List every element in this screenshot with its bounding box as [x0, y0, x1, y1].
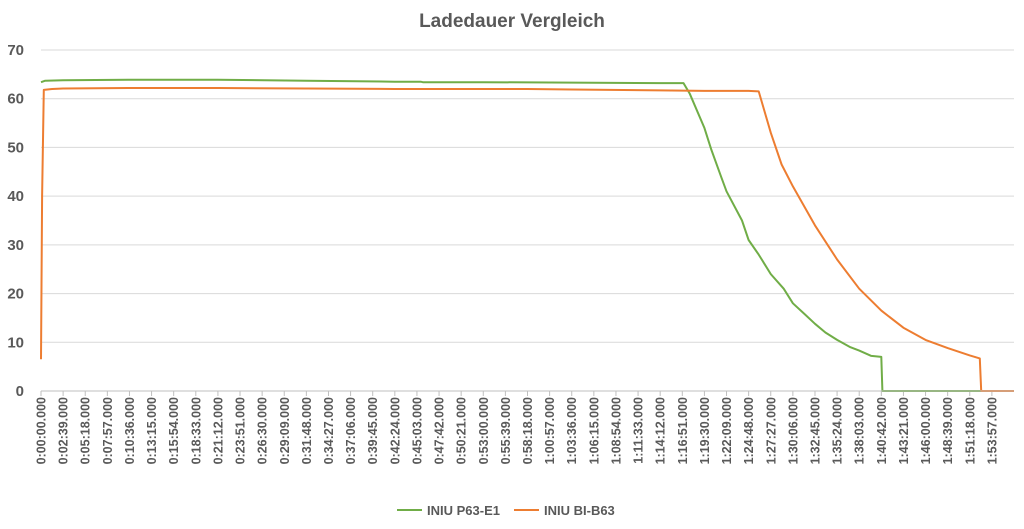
x-tick-label: 1:14:12.000 — [654, 397, 668, 464]
y-tick-label: 20 — [7, 286, 24, 303]
x-tick-label: 1:03:36.000 — [565, 397, 579, 464]
x-tick-label: 1:27:27.000 — [764, 397, 778, 464]
x-tick-label: 1:00:57.000 — [543, 397, 557, 464]
x-tick-label: 1:24:48.000 — [742, 397, 756, 464]
x-tick-label: 0:26:30.000 — [256, 397, 270, 464]
series-line-1 — [40, 78, 992, 392]
x-tick-label: 1:38:03.000 — [853, 397, 867, 464]
x-tick-label: 0:13:15.000 — [145, 397, 159, 464]
x-tick-label: 0:34:27.000 — [322, 397, 336, 464]
x-tick-label: 1:06:15.000 — [587, 397, 601, 464]
x-tick-label: 0:37:06.000 — [344, 397, 358, 464]
x-tick-label: 0:39:45.000 — [366, 397, 380, 464]
x-tick-label: 0:31:48.000 — [300, 397, 314, 464]
chart-title: Ladedauer Vergleich — [419, 11, 605, 32]
x-tick-label: 0:45:03.000 — [410, 397, 424, 464]
x-tick-label: 0:23:51.000 — [234, 397, 248, 464]
x-tick-label: 0:42:24.000 — [388, 397, 402, 464]
x-tick-label: 1:22:09.000 — [720, 397, 734, 464]
x-tick-label: 1:35:24.000 — [831, 397, 845, 464]
x-tick-label: 0:15:54.000 — [167, 397, 181, 464]
y-tick-label: 0 — [16, 383, 24, 400]
x-tick-label: 1:43:21.000 — [897, 397, 911, 464]
x-tick-label: 0:00:00.000 — [35, 397, 49, 464]
series-line-2 — [40, 87, 1014, 392]
x-tick-label: 1:16:51.000 — [676, 397, 690, 464]
x-tick-label: 0:18:33.000 — [189, 397, 203, 464]
x-tick-label: 0:47:42.000 — [433, 397, 447, 464]
x-tick-label: 1:40:42.000 — [875, 397, 889, 464]
x-tick-label: 0:05:18.000 — [79, 397, 93, 464]
x-tick-label: 0:29:09.000 — [278, 397, 292, 464]
x-tick-label: 1:30:06.000 — [786, 397, 800, 464]
legend: INIU P63-E1 INIU BI-B63 — [397, 503, 615, 518]
y-tick-label: 40 — [7, 188, 24, 205]
y-tick-label: 50 — [7, 139, 24, 156]
x-tick-label: 1:11:33.000 — [632, 397, 646, 464]
x-tick-label: 0:58:18.000 — [521, 397, 535, 464]
x-tick-label: 0:50:21.000 — [455, 397, 469, 464]
x-tick-label: 0:21:12.000 — [211, 397, 225, 464]
y-tick-label: 10 — [7, 334, 24, 351]
x-axis-ticks: 0:00:00.000 0:02:39.000 0:05:18.000 0:07:57… — [35, 391, 999, 464]
x-tick-label: 1:53:57.000 — [985, 397, 999, 464]
y-axis-ticks: 0 10 20 30 40 50 60 70 — [7, 42, 24, 400]
x-tick-label: 1:32:45.000 — [808, 397, 822, 464]
x-tick-label: 1:19:30.000 — [698, 397, 712, 464]
x-tick-label: 0:02:39.000 — [57, 397, 71, 464]
gridlines — [41, 49, 1014, 343]
x-tick-label: 0:10:36.000 — [123, 397, 137, 464]
x-tick-label: 1:46:00.000 — [919, 397, 933, 464]
x-tick-label: 1:08:54.000 — [609, 397, 623, 464]
x-tick-label: 0:07:57.000 — [101, 397, 115, 464]
y-tick-label: 70 — [7, 42, 24, 59]
legend-label-series-1: INIU P63-E1 — [427, 503, 500, 518]
y-tick-label: 60 — [7, 91, 24, 108]
x-tick-label: 0:55:39.000 — [499, 397, 513, 464]
x-tick-label: 0:53:00.000 — [477, 397, 491, 464]
y-tick-label: 30 — [7, 237, 24, 254]
legend-label-series-2: INIU BI-B63 — [544, 503, 615, 518]
x-tick-label: 1:51:18.000 — [963, 397, 977, 464]
data-series — [40, 78, 1014, 392]
x-tick-label: 1:48:39.000 — [941, 397, 955, 464]
